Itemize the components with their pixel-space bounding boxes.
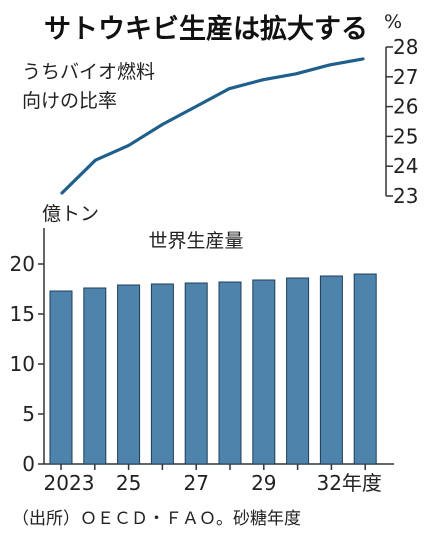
line-y-tick-label: 23 (393, 184, 418, 208)
line-y-tick-label: 25 (393, 124, 418, 148)
bar (252, 279, 276, 465)
bar (218, 281, 242, 465)
line-y-tick-label: 26 (393, 95, 418, 119)
source-note: （出所）ＯＥＣＤ・ＦＡＯ。砂糖年度 (12, 509, 301, 529)
line-y-tick-label: 24 (393, 154, 418, 178)
line-series-label-line1: うちバイオ燃料 (22, 61, 155, 83)
bar (353, 273, 377, 465)
bar-y-tick-label: 10 (10, 352, 35, 376)
bar-x-tick-label: 29 (251, 471, 276, 495)
bar-x-tick-label: 27 (183, 471, 208, 495)
chart-title: サトウキビ生産は拡大する (44, 13, 368, 45)
bar-y-tick-label: 5 (22, 402, 35, 426)
bar (49, 290, 73, 465)
bar (319, 275, 343, 465)
line-series (60, 57, 365, 195)
line-chart: % うちバイオ燃料 向けの比率 23 24 25 26 27 28 (22, 11, 418, 208)
bar-chart: 億トン 世界生産量 0 5 10 15 20 2023 25 27 29 32年度 (10, 203, 394, 495)
line-unit-label: % (384, 11, 402, 33)
bar-x-tick-label: 25 (116, 471, 141, 495)
line-series-label-line2: 向けの比率 (22, 90, 117, 112)
bar (117, 284, 141, 465)
bar (184, 282, 208, 465)
bar-chart-title: 世界生産量 (148, 230, 243, 252)
bar (286, 277, 310, 465)
bar-y-tick-label: 15 (10, 302, 35, 326)
line-y-tick-label: 28 (393, 35, 418, 59)
bar-x-tick-label: 2023 (44, 471, 95, 495)
line-y-tick-label: 27 (393, 65, 418, 89)
bar-y-tick-label: 0 (22, 452, 35, 476)
bar-x-tick-label: 32年度 (316, 471, 381, 495)
bar-unit-label: 億トン (42, 203, 99, 225)
bar (83, 287, 107, 465)
bar-y-tick-label: 20 (10, 252, 35, 276)
bar (150, 283, 174, 465)
